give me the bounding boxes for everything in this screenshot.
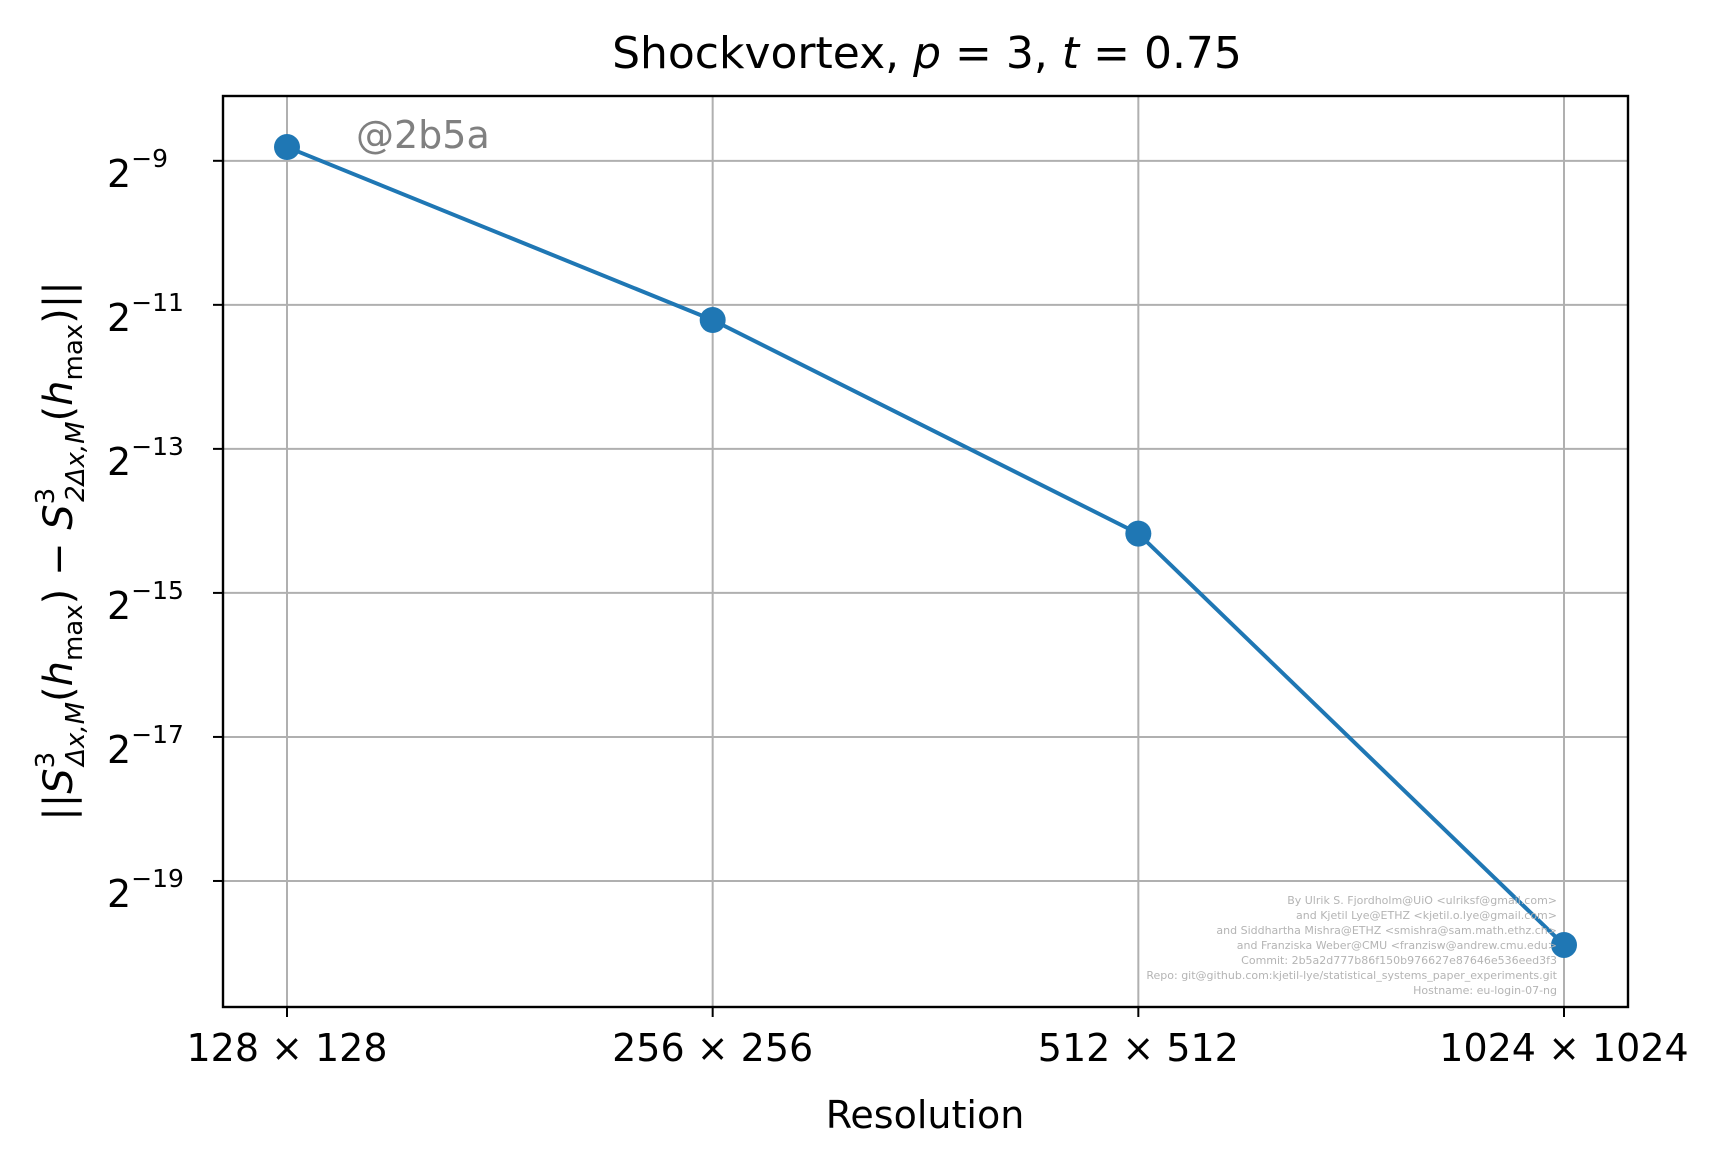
y-tick-exponent: −9: [131, 144, 168, 173]
ylabel-h1: h: [36, 661, 82, 686]
y-tick-exponent: −11: [131, 288, 184, 317]
credit-line: and Siddhartha Mishra@ETHZ <smishra@sam.…: [1216, 924, 1557, 937]
y-tick-label: 2−19: [107, 864, 184, 916]
y-axis-label: ||S3Δx,M(hmax) − S32Δx,M(hmax)||: [31, 281, 91, 821]
grid: [223, 96, 1628, 1007]
chart-title: Shockvortex, p = 3, t = 0.75: [612, 28, 1242, 79]
series-line: [286, 145, 1566, 947]
title-t: t: [1062, 28, 1081, 79]
y-tick-label: 2−17: [107, 720, 184, 772]
x-tick-label: 512 × 512: [1038, 1026, 1239, 1070]
credit-line: Repo: git@github.com:kjetil-lye/statisti…: [1146, 969, 1557, 982]
title-p-value: = 3,: [941, 28, 1062, 79]
credit-line: and Kjetil Lye@ETHZ <kjetil.o.lye@gmail.…: [1296, 909, 1557, 922]
data-point: [1551, 931, 1577, 958]
title-p: p: [912, 28, 941, 79]
y-tick-exponent: −19: [131, 864, 184, 893]
x-axis-label: Resolution: [826, 1093, 1025, 1137]
credit-line: Hostname: eu-login-07-ng: [1413, 984, 1557, 997]
ylabel-s2-sub: 2Δx,M: [61, 421, 91, 501]
title-prefix: Shockvortex,: [612, 28, 913, 79]
data-point: [699, 307, 726, 334]
title-t-value: = 0.75: [1079, 28, 1242, 79]
ylabel-minus: ) −: [36, 530, 82, 605]
ylabel-s2-sup: 3: [31, 488, 61, 505]
plot-marks: [274, 134, 1577, 958]
credit-line: and Franziska Weber@CMU <franzisw@andrew…: [1237, 939, 1557, 952]
y-tick-base: 2: [107, 728, 131, 772]
y-tick-exponent: −15: [131, 576, 184, 605]
ylabel-norm-open: ||: [36, 794, 82, 821]
ylabel-arg2-open: (: [36, 406, 82, 422]
ylabel-arg1-open: (: [36, 686, 82, 702]
y-tick-label: 2−11: [107, 288, 184, 340]
x-axis-ticks: 128 × 128 256 × 256 512 × 512 1024 × 1024: [186, 1007, 1689, 1070]
data-point: [1125, 520, 1152, 547]
ylabel-h2: h: [36, 380, 82, 405]
y-tick-label: 2−9: [107, 144, 168, 196]
data-point: [274, 134, 300, 161]
credit-line: Commit: 2b5a2d777b86f150b976627e87646e53…: [1241, 954, 1557, 967]
y-tick-exponent: −17: [131, 720, 184, 749]
ylabel-norm-close: )||: [36, 281, 82, 324]
credit-line: By Ulrik S. Fjordholm@UiO <ulriksf@gmail…: [1287, 894, 1557, 907]
watermark-tag: @2b5a: [356, 113, 490, 157]
y-tick-base: 2: [107, 152, 131, 196]
y-tick-label: 2−13: [107, 432, 184, 484]
credits-block: By Ulrik S. Fjordholm@UiO <ulriksf@gmail…: [1146, 894, 1557, 997]
x-tick-label: 128 × 128: [186, 1026, 387, 1070]
y-tick-base: 2: [107, 296, 131, 340]
y-tick-base: 2: [107, 440, 131, 484]
y-tick-label: 2−15: [107, 576, 184, 628]
x-tick-label: 256 × 256: [612, 1026, 813, 1070]
ylabel-s1-sub: Δx,M: [61, 702, 91, 768]
x-tick-label: 1024 × 1024: [1439, 1026, 1688, 1070]
ylabel-s2: S: [36, 504, 82, 529]
y-tick-base: 2: [107, 872, 131, 916]
y-axis-ticks: 2−92−112−132−152−172−19: [107, 144, 223, 916]
y-tick-base: 2: [107, 584, 131, 628]
plot-frame: [221, 94, 1630, 1009]
ylabel-s1: S: [36, 768, 82, 793]
ylabel-h2-sub: max: [59, 324, 89, 381]
ylabel-h1-sub: max: [59, 604, 89, 661]
y-tick-exponent: −13: [131, 432, 184, 461]
ylabel-s1-sup: 3: [31, 752, 61, 769]
